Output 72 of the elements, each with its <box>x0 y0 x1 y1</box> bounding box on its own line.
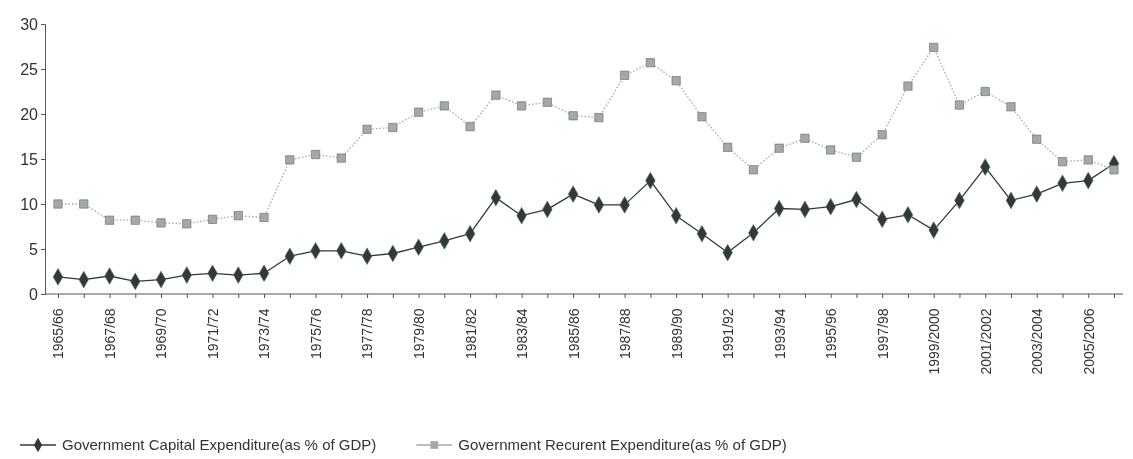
point <box>774 143 784 153</box>
point <box>697 112 707 122</box>
point <box>568 111 578 121</box>
x-tick-label: 1981/82 <box>462 308 479 360</box>
point <box>645 58 655 68</box>
point <box>929 42 939 52</box>
y-tick-label: 5 <box>29 240 39 258</box>
point <box>233 211 243 221</box>
x-tick-label: 1975/76 <box>307 308 324 360</box>
x-tick-label: 1983/84 <box>514 308 531 360</box>
point <box>491 90 501 100</box>
y-tick-label: 10 <box>20 195 39 213</box>
y-tick-label: 25 <box>20 60 39 78</box>
y-tick-label: 15 <box>20 150 39 168</box>
x-tick-label: 1995/96 <box>823 308 840 360</box>
x-tick-label: 1977/78 <box>359 308 376 360</box>
point <box>954 100 964 110</box>
point <box>156 218 166 228</box>
point <box>594 113 604 123</box>
point <box>465 122 475 132</box>
point <box>980 87 990 96</box>
x-tick-label: 1971/72 <box>204 308 221 360</box>
x-tick-label: 2005/2006 <box>1080 308 1097 375</box>
x-tick-label: 1965/66 <box>50 308 67 360</box>
x-tick-label: 1967/68 <box>101 308 118 360</box>
point <box>53 199 63 209</box>
point <box>903 81 913 91</box>
point <box>517 101 527 111</box>
point <box>1006 102 1016 112</box>
point <box>388 123 398 132</box>
point <box>800 133 810 143</box>
point <box>748 165 758 175</box>
point <box>723 142 733 152</box>
point <box>182 219 192 229</box>
point <box>542 97 552 107</box>
x-tick-label: 1993/94 <box>771 308 788 360</box>
point <box>79 199 89 209</box>
point <box>877 130 887 140</box>
point <box>105 215 114 225</box>
point <box>826 145 836 155</box>
point <box>285 155 295 165</box>
x-tick-label: 1991/92 <box>720 308 737 360</box>
point <box>1083 155 1093 165</box>
point <box>362 124 372 134</box>
x-tick-label: 2003/2004 <box>1029 308 1046 375</box>
y-tick-label: 0 <box>29 285 39 303</box>
point <box>208 214 218 224</box>
point <box>414 107 424 117</box>
point <box>1058 157 1067 167</box>
point <box>336 153 346 163</box>
legend-label: Government Capital Expenditure(as % of GDP) <box>62 436 377 453</box>
point <box>311 150 321 159</box>
x-tick-label: 1987/88 <box>617 308 634 360</box>
point <box>130 215 140 225</box>
point <box>620 70 630 80</box>
x-tick-label: 1979/80 <box>410 308 427 360</box>
legend-label: Government Recurent Expenditure(as % of GDP) <box>458 436 787 453</box>
point <box>1032 134 1042 144</box>
x-tick-label: 1999/2000 <box>926 308 943 375</box>
point <box>851 152 861 162</box>
y-tick-label: 30 <box>20 15 39 33</box>
x-tick-label: 1969/70 <box>153 308 170 360</box>
point <box>671 76 681 86</box>
point <box>259 213 269 222</box>
y-tick-label: 20 <box>20 105 39 123</box>
x-tick-label: 1973/74 <box>256 308 273 360</box>
x-tick-label: 1985/86 <box>565 308 582 360</box>
point <box>439 101 449 111</box>
x-tick-label: 1997/98 <box>874 308 891 360</box>
point <box>1109 165 1119 175</box>
x-tick-label: 1989/90 <box>668 308 685 360</box>
x-tick-label: 2001/2002 <box>977 308 994 375</box>
